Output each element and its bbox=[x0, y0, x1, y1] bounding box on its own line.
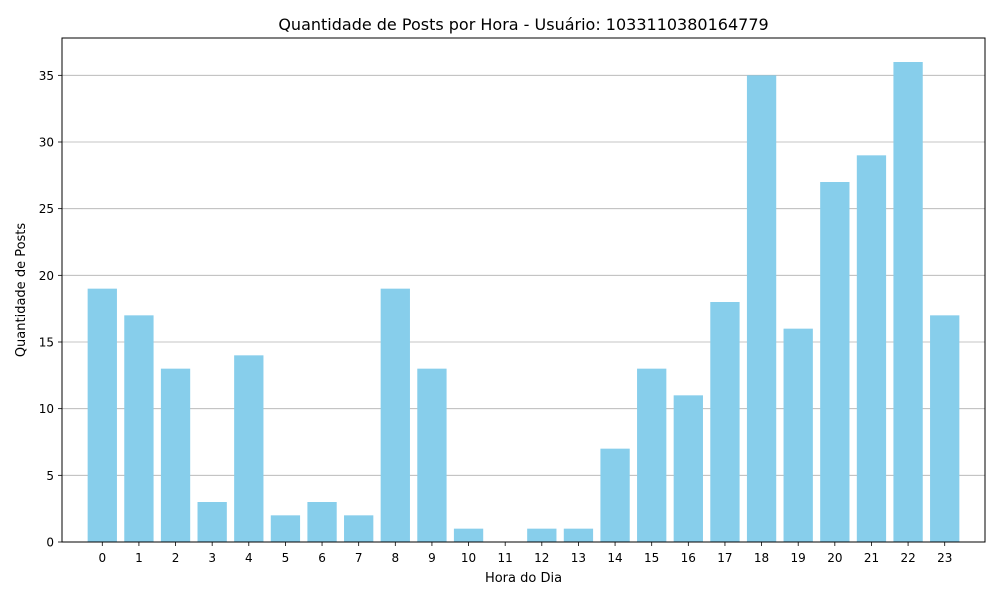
x-tick-label: 6 bbox=[318, 551, 326, 565]
y-tick-label: 10 bbox=[39, 402, 54, 416]
plot-area-frame bbox=[61, 37, 986, 543]
x-tick-label: 23 bbox=[937, 551, 952, 565]
x-tick-label: 21 bbox=[864, 551, 879, 565]
x-tick-label: 22 bbox=[900, 551, 915, 565]
bar-hour-7 bbox=[344, 515, 374, 542]
x-tick-label: 17 bbox=[717, 551, 732, 565]
bar-hour-10 bbox=[453, 528, 484, 542]
y-tick-label: 35 bbox=[39, 69, 54, 83]
y-tick-label: 0 bbox=[46, 536, 54, 550]
x-tick-label: 11 bbox=[498, 551, 513, 565]
x-tick-label: 5 bbox=[282, 551, 290, 565]
gridlines bbox=[62, 74, 985, 476]
bar-hour-3 bbox=[197, 502, 227, 542]
y-tick-label: 15 bbox=[39, 336, 54, 350]
bar-hour-4 bbox=[234, 355, 264, 542]
bar-hour-9 bbox=[417, 368, 447, 542]
x-tick-label: 14 bbox=[607, 551, 622, 565]
y-tick-label: 25 bbox=[39, 202, 54, 216]
bar-hour-13 bbox=[563, 528, 594, 542]
bar-hour-8 bbox=[380, 288, 410, 542]
x-tick-label: 19 bbox=[791, 551, 806, 565]
x-tick-label: 1 bbox=[135, 551, 143, 565]
bar-hour-19 bbox=[783, 328, 813, 542]
x-axis: 0 1 2 3 4 5 6 7 8 9 10 11 12 13 14 15 16 17 18 19 20 21 22 23 bbox=[98, 542, 952, 565]
y-axis: 0 5 10 15 20 25 30 35 bbox=[39, 69, 62, 550]
bar-hour-22 bbox=[893, 62, 923, 542]
chart-title: Quantidade de Posts por Hora - Usuário: … bbox=[278, 15, 768, 34]
bar-hour-16 bbox=[673, 395, 703, 542]
x-axis-label: Hora do Dia bbox=[485, 571, 562, 586]
bar-hour-17 bbox=[710, 302, 740, 542]
y-tick-label: 30 bbox=[39, 136, 54, 150]
x-tick-label: 16 bbox=[681, 551, 696, 565]
x-tick-label: 18 bbox=[754, 551, 769, 565]
bar-hour-12 bbox=[527, 528, 557, 542]
bar-hour-1 bbox=[124, 315, 154, 542]
x-tick-label: 4 bbox=[245, 551, 253, 565]
x-tick-label: 7 bbox=[355, 551, 363, 565]
y-tick-label: 5 bbox=[46, 469, 54, 483]
bar-hour-20 bbox=[820, 182, 850, 542]
bars bbox=[87, 62, 960, 543]
x-tick-label: 15 bbox=[644, 551, 659, 565]
x-tick-label: 13 bbox=[571, 551, 586, 565]
x-tick-label: 0 bbox=[98, 551, 106, 565]
bar-hour-5 bbox=[270, 515, 301, 542]
bar-hour-6 bbox=[307, 502, 337, 542]
bar-hour-0 bbox=[87, 288, 117, 542]
x-tick-label: 20 bbox=[827, 551, 842, 565]
x-tick-label: 9 bbox=[428, 551, 436, 565]
bar-hour-18 bbox=[746, 75, 777, 542]
x-tick-label: 2 bbox=[172, 551, 180, 565]
bar-hour-21 bbox=[856, 155, 887, 543]
x-tick-label: 3 bbox=[208, 551, 216, 565]
x-tick-label: 8 bbox=[391, 551, 399, 565]
bar-hour-23 bbox=[930, 315, 960, 542]
y-axis-label: Quantidade de Posts bbox=[14, 223, 29, 358]
x-tick-label: 12 bbox=[534, 551, 549, 565]
bar-hour-15 bbox=[637, 368, 667, 542]
y-tick-label: 20 bbox=[39, 269, 54, 283]
x-tick-label: 10 bbox=[461, 551, 476, 565]
bar-hour-14 bbox=[600, 448, 630, 542]
bar-hour-2 bbox=[160, 368, 191, 542]
